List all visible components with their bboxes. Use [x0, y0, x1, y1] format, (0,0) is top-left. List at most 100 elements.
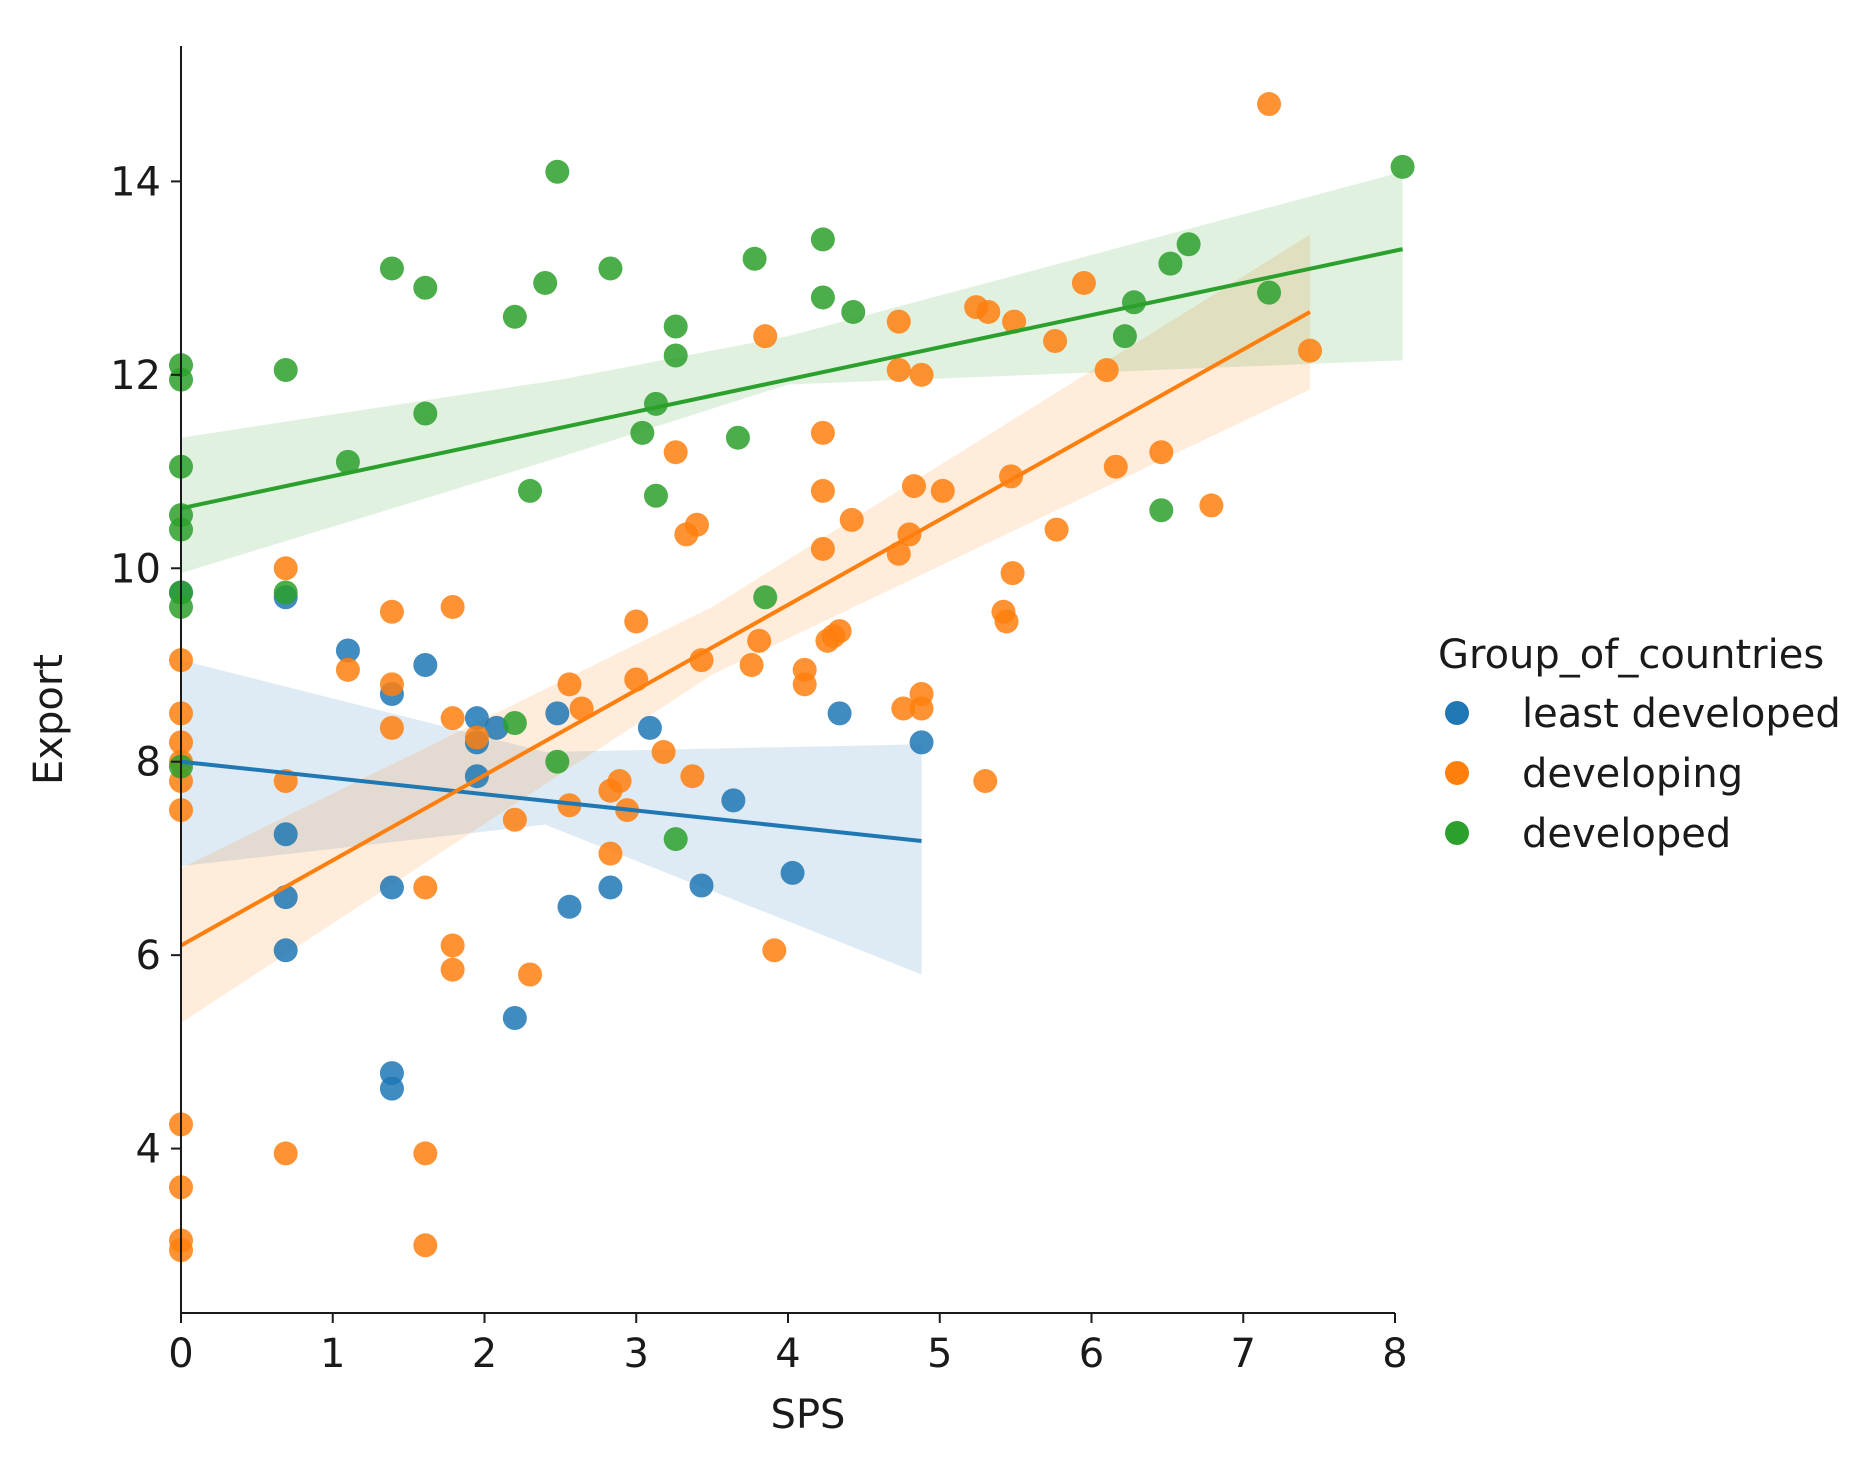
data-point-developing [413, 875, 438, 900]
data-point-developing [335, 657, 360, 682]
data-point-developed [643, 483, 668, 508]
data-point-developing [1257, 92, 1282, 117]
x-tick-label: 2 [472, 1331, 497, 1377]
data-point-developing [502, 807, 527, 832]
data-point-developing [663, 440, 688, 465]
data-point-developed [663, 343, 688, 368]
data-point-developed [1390, 154, 1415, 179]
data-point-developing [1298, 338, 1323, 363]
data-point-developing [810, 536, 835, 561]
data-point-developing [413, 1141, 438, 1166]
data-point-developing [739, 652, 764, 677]
data-point-least-developed [335, 638, 360, 663]
x-tick-label: 4 [775, 1331, 800, 1377]
x-tick-label: 3 [624, 1331, 649, 1377]
y-tick-label: 4 [136, 1127, 161, 1173]
data-point-developing [909, 696, 934, 721]
data-point-developing [651, 740, 676, 765]
data-point-developed [533, 270, 558, 295]
data-point-developed [753, 585, 778, 610]
data-point-least-developed [413, 652, 438, 677]
data-point-developing [886, 358, 911, 383]
data-point-developing [557, 672, 582, 697]
data-point-developing [607, 769, 632, 794]
confidence-band-developed [181, 171, 1403, 574]
data-point-developing [1103, 454, 1128, 479]
data-point-least-developed [273, 822, 298, 847]
data-point-developing [747, 628, 772, 653]
data-point-developing [792, 672, 817, 697]
data-point-developing [440, 957, 465, 982]
data-point-developing [891, 696, 916, 721]
data-point-developing [1094, 358, 1119, 383]
confidence-bands [181, 171, 1403, 1023]
data-point-developing [518, 962, 543, 987]
data-point-developing [753, 324, 778, 349]
data-point-developing [827, 619, 852, 644]
data-point-least-developed [379, 875, 404, 900]
data-point-developing [273, 1141, 298, 1166]
data-point-least-developed [598, 875, 623, 900]
data-point-least-developed [689, 873, 714, 898]
data-point-developed [598, 256, 623, 281]
data-point-developing [994, 609, 1019, 634]
data-point-developing [379, 599, 404, 624]
x-axis-ticks: 0 1 2 3 4 5 6 7 8 [168, 1313, 1408, 1377]
data-point-developing [1002, 309, 1027, 334]
data-point-developing [684, 512, 709, 537]
data-point-developed [1149, 498, 1174, 523]
data-point-least-developed [780, 860, 805, 885]
data-point-developing [464, 725, 489, 750]
data-point-developing [1149, 440, 1174, 465]
data-point-developed [742, 246, 767, 271]
data-point-developed [810, 285, 835, 310]
data-point-developing [689, 648, 714, 673]
data-point-developed [630, 420, 655, 445]
x-axis-label: SPS [771, 1392, 846, 1438]
data-point-developing [1071, 270, 1096, 295]
data-point-developing [624, 609, 649, 634]
y-tick-label: 12 [110, 353, 161, 399]
data-point-developing [930, 478, 955, 503]
data-point-least-developed [273, 938, 298, 963]
data-point-developing [680, 764, 705, 789]
data-point-developed [335, 449, 360, 474]
data-point-developing [762, 938, 787, 963]
data-point-developed [1176, 232, 1201, 257]
data-point-developing [569, 696, 594, 721]
data-point-developing [379, 672, 404, 697]
data-point-developing [909, 362, 934, 387]
data-point-developed [273, 358, 298, 383]
data-point-least-developed [379, 1076, 404, 1101]
data-point-developing [1199, 493, 1224, 518]
y-axis-ticks: 4 6 8 10 12 14 [110, 159, 181, 1173]
data-point-developed [545, 159, 570, 184]
legend-title: Group_of_countries [1438, 632, 1824, 678]
data-point-developing [1000, 561, 1025, 586]
data-point-developing [901, 474, 926, 499]
legend-items: least developed developing developed [1445, 691, 1841, 857]
x-tick-label: 6 [1079, 1331, 1104, 1377]
regression-lines [180, 247, 1404, 948]
data-point-developing [440, 594, 465, 619]
data-point-developing [413, 1233, 438, 1258]
data-point-developed [810, 227, 835, 252]
x-tick-label: 7 [1231, 1331, 1256, 1377]
data-point-developed [502, 711, 527, 736]
legend-marker-developing [1445, 761, 1469, 785]
legend-marker-developed [1445, 821, 1469, 845]
data-point-developing [886, 309, 911, 334]
data-point-developed [663, 827, 688, 852]
legend-marker-least-developed [1445, 701, 1469, 725]
legend: Group_of_countries least developed develo… [1438, 632, 1841, 857]
data-point-developing [1043, 328, 1068, 353]
data-point-developed [273, 580, 298, 605]
data-point-least-developed [827, 701, 852, 726]
data-point-developing [810, 420, 835, 445]
data-point-developed [518, 478, 543, 503]
data-point-developing [273, 556, 298, 581]
data-point-developing [839, 507, 864, 532]
